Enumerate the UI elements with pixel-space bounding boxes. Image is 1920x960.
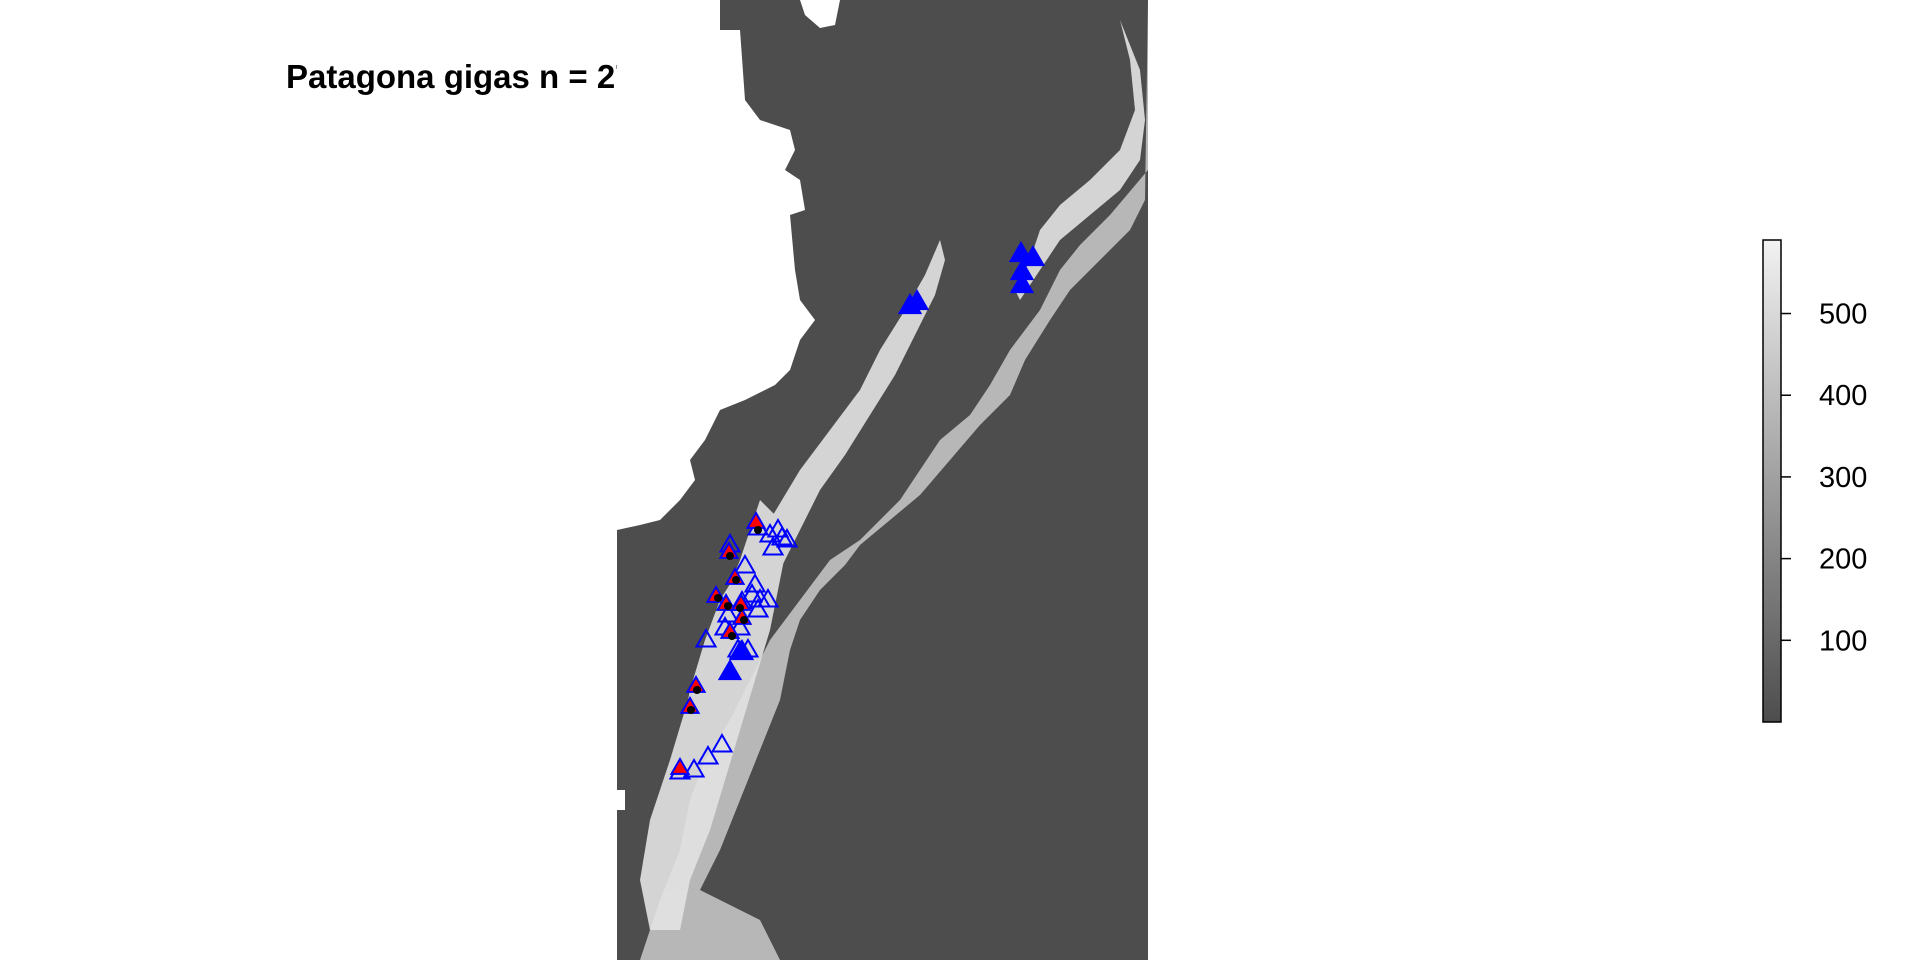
map-panel: [617, 0, 1308, 960]
occurrence-dot: [736, 604, 744, 612]
occurrence-dot: [754, 526, 762, 534]
occurrence-dot: [740, 616, 748, 624]
filled-blue-triangle-marker: [1020, 244, 1046, 267]
northern-ridge-highlight: [1015, 20, 1145, 300]
eastern-ridge: [640, 0, 1148, 960]
colorbar: [1762, 239, 1782, 723]
open-blue-triangle-marker: [740, 582, 764, 603]
ocean-bottom-left: [617, 790, 625, 810]
open-blue-triangle-marker: [775, 527, 799, 548]
occurrence-dot: [693, 686, 701, 694]
open-blue-triangle-marker: [733, 553, 757, 574]
occurrence-dot: [728, 632, 736, 640]
open-blue-triangle-marker: [728, 615, 752, 636]
ocean-top-notch: [690, 0, 720, 25]
open-blue-triangle-marker: [746, 597, 770, 618]
colorbar-tick-label: 200: [1819, 544, 1867, 576]
occurrence-dot: [714, 594, 722, 602]
colorbar-tick-label: 300: [1819, 462, 1867, 494]
red-triangle-marker: [669, 756, 691, 775]
occurrence-dot: [726, 552, 734, 560]
open-blue-triangle-marker: [682, 757, 706, 778]
colorbar-tick-label: 500: [1819, 299, 1867, 331]
open-blue-triangle-marker: [696, 744, 720, 765]
ocean-top-right-notch: [800, 0, 840, 28]
filled-blue-triangle-marker: [1009, 271, 1035, 294]
open-blue-triangle-marker: [694, 627, 718, 648]
andes-ridges: [640, 0, 1148, 960]
ocean-nodata-region: [617, 0, 815, 530]
occurrence-dot: [732, 576, 740, 584]
colorbar-ticks: 100 200 300 400 500: [1781, 299, 1867, 657]
colorbar-tick-label: 400: [1819, 380, 1867, 412]
filled-blue-triangle-marker: [729, 638, 755, 661]
occurrence-dot: [724, 602, 732, 610]
colorbar-tick-label: 100: [1819, 625, 1867, 657]
occurrence-dot: [687, 706, 695, 714]
open-blue-triangle-marker: [766, 517, 790, 538]
open-blue-triangle-marker: [710, 732, 734, 753]
open-blue-triangle-marker: [756, 587, 780, 608]
map-title: Patagona gigas n = 27: [286, 58, 634, 95]
central-ridge-highlight: [670, 240, 945, 800]
occurrence-markers: [668, 240, 1046, 780]
map-right-margin: [1148, 0, 1308, 960]
filled-blue-triangle-marker: [897, 292, 923, 315]
filled-blue-triangle-marker: [717, 658, 743, 681]
colorbar-legend: 100 200 300 400 500: [1762, 239, 1867, 723]
